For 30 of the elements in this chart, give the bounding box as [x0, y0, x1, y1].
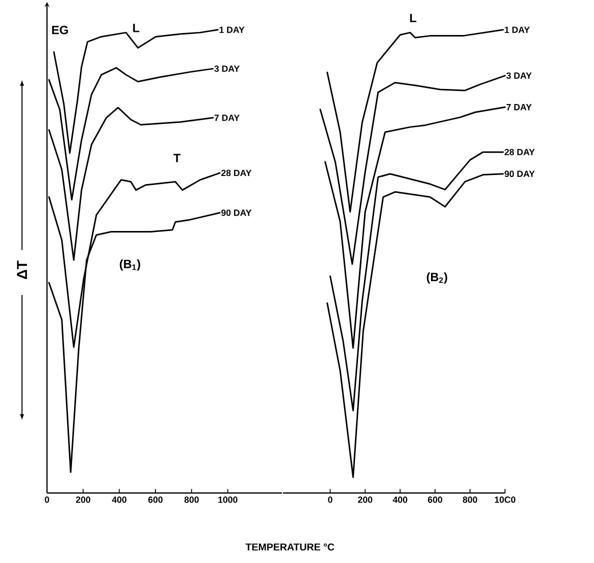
x-tick-label: 200 [358, 496, 372, 503]
x-tick-label: 400 [112, 496, 126, 503]
series-label: 3 DAY [214, 66, 240, 72]
series-label: 28 DAY [504, 148, 535, 156]
x-tick-label: 600 [148, 496, 163, 503]
annotation: (B$_{1}$) [120, 259, 140, 271]
annotation: L [133, 24, 140, 32]
x-tick-label: 600 [428, 496, 442, 503]
series-label: 7 DAY [214, 114, 240, 121]
x-tick-label: 1000 [218, 496, 238, 503]
x-tick-label: 0 [328, 496, 332, 503]
series-label: 1 DAY [504, 26, 530, 33]
x-axis-title: TEMPERATURE °C [246, 543, 334, 551]
series-label: 7 DAY [506, 104, 532, 110]
series-label: 1 DAY [220, 26, 244, 33]
x-tick-label: 0 [44, 496, 50, 503]
annotation: (B$_{2}$) [426, 272, 448, 284]
annotation: EG [52, 26, 68, 34]
series-label: 3 DAY [506, 72, 532, 79]
series-label: 90 DAY [221, 210, 252, 216]
x-tick-label: 200 [76, 496, 90, 503]
x-tick-label: 800 [462, 496, 478, 503]
annotation: T [173, 154, 181, 162]
x-tick-label: 800 [184, 496, 199, 503]
text: L [410, 14, 416, 22]
series-label: 90 DAY [504, 170, 535, 178]
x-tick-label: 10C0 [494, 496, 516, 503]
x-tick-label: 400 [392, 496, 408, 503]
y-axis-title: ΔT [17, 260, 27, 279]
series-label: 28 DAY [221, 170, 252, 176]
